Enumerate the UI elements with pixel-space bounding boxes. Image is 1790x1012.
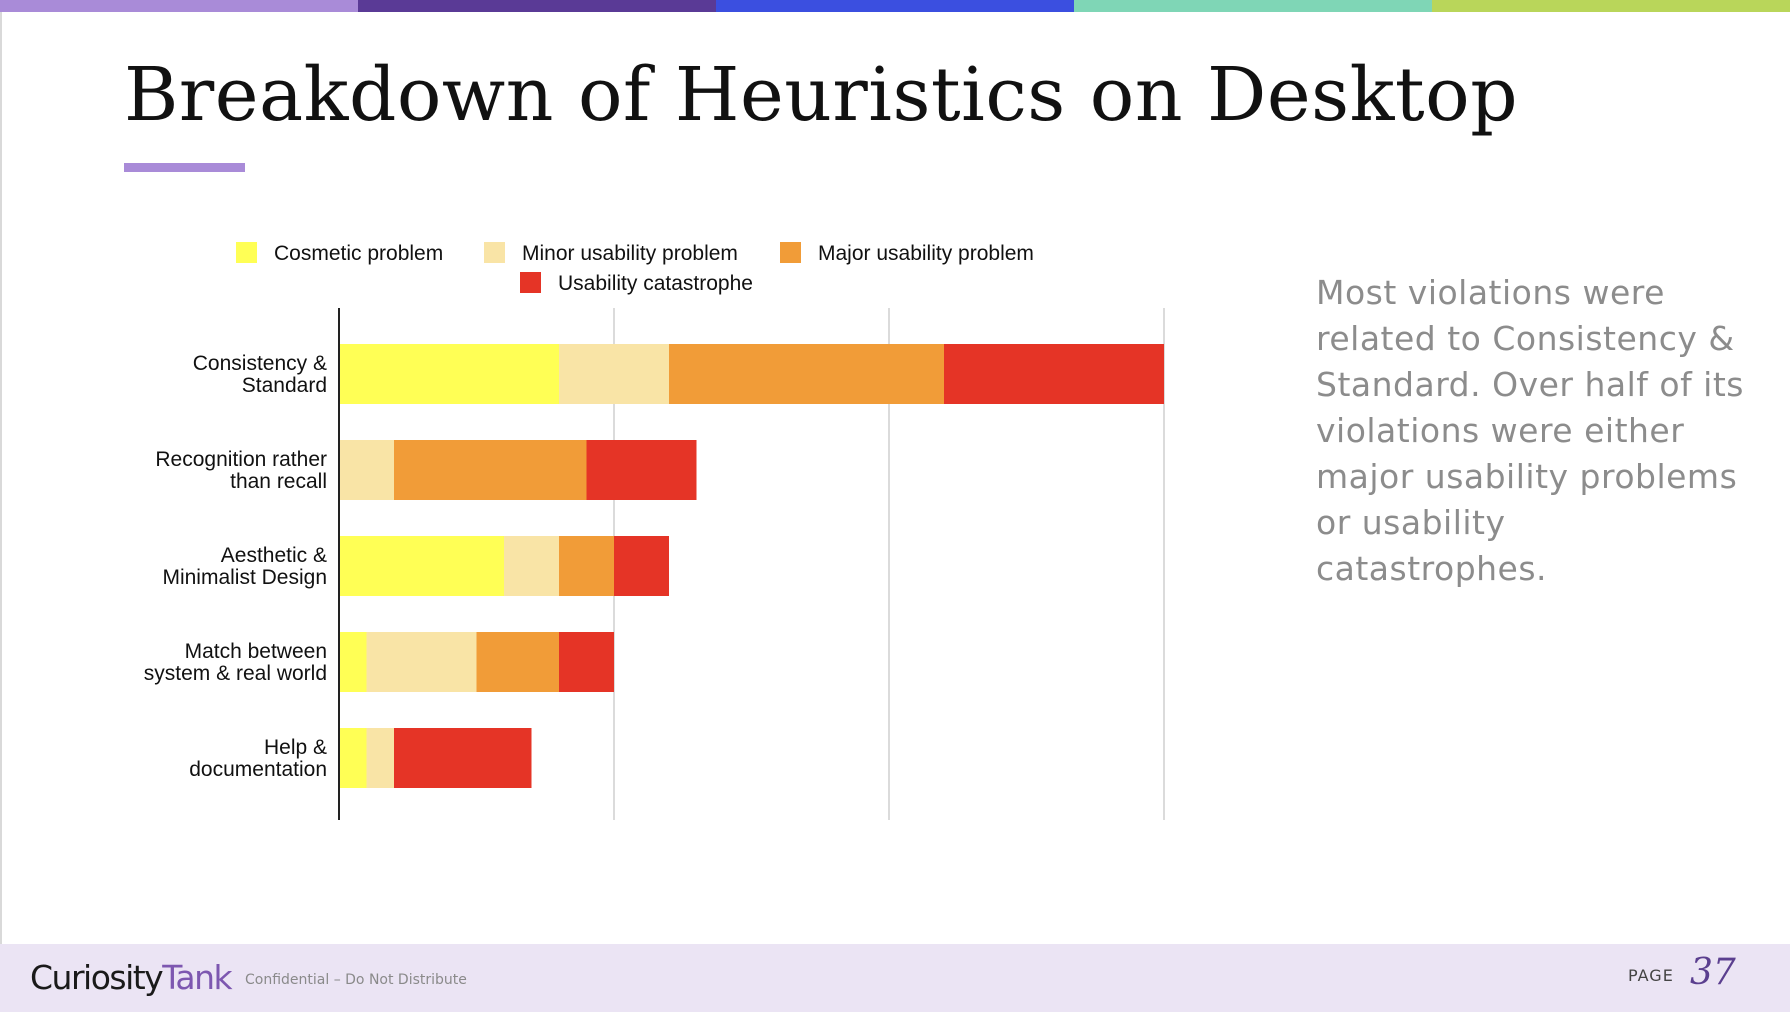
category-label: system & real world [144, 662, 327, 685]
bar-segment [339, 440, 394, 500]
bar-segment [366, 632, 477, 692]
slide-title: Breakdown of Heuristics on Desktop [124, 52, 1519, 138]
top-color-bar [0, 0, 1790, 12]
category-label: Standard [242, 374, 327, 397]
bar-segment [366, 728, 394, 788]
legend-swatch [236, 242, 257, 263]
title-underline [124, 163, 245, 172]
category-label: Recognition rather [155, 448, 327, 471]
slide-left-border [0, 12, 2, 944]
bar-segment [476, 632, 559, 692]
top-bar-segment [358, 0, 716, 12]
category-label: than recall [230, 470, 327, 493]
bar-segment [394, 728, 532, 788]
top-bar-segment [1432, 0, 1790, 12]
bar-segment [614, 536, 669, 596]
category-label: documentation [189, 758, 327, 781]
category-label: Help & [264, 736, 327, 759]
logo-text-curiosity: Curiosity [30, 958, 164, 997]
bar-segment [339, 728, 367, 788]
bar-segment [669, 344, 944, 404]
legend-swatch [520, 272, 541, 293]
legend-label: Usability catastrophe [558, 272, 753, 295]
legend-label: Major usability problem [818, 242, 1034, 265]
summary-text: Most violations were related to Consiste… [1316, 273, 1744, 588]
logo-text-tank: Tank [162, 958, 232, 997]
bar-segment [504, 536, 559, 596]
page-number: 37 [1690, 952, 1736, 993]
bar-segment [944, 344, 1164, 404]
stacked-bar-chart: Consistency &Standard Recognition rathert… [144, 242, 1165, 820]
top-bar-segment [0, 0, 358, 12]
category-label: Consistency & [193, 352, 327, 375]
bar-segment [339, 536, 504, 596]
curiosity-tank-logo: CuriosityTank [30, 958, 233, 997]
top-bar-segment [1074, 0, 1432, 12]
footer: CuriosityTank Confidential – Do Not Dist… [0, 944, 1790, 1012]
legend-swatch [780, 242, 801, 263]
category-label: Minimalist Design [162, 566, 327, 589]
category-label: Match between [185, 640, 327, 663]
bar-segment [559, 632, 614, 692]
bar-segment [339, 632, 367, 692]
bar-segment [339, 344, 559, 404]
bar-segment [394, 440, 587, 500]
legend-swatch [484, 242, 505, 263]
category-label: Aesthetic & [221, 544, 327, 567]
legend-label: Minor usability problem [522, 242, 738, 265]
page-label: PAGE [1628, 966, 1674, 985]
legend-label: Cosmetic problem [274, 242, 443, 265]
bar-segment [586, 440, 697, 500]
bar-segment [559, 344, 669, 404]
confidential-notice: Confidential – Do Not Distribute [245, 972, 467, 988]
top-bar-segment [716, 0, 1074, 12]
bar-segment [559, 536, 614, 596]
